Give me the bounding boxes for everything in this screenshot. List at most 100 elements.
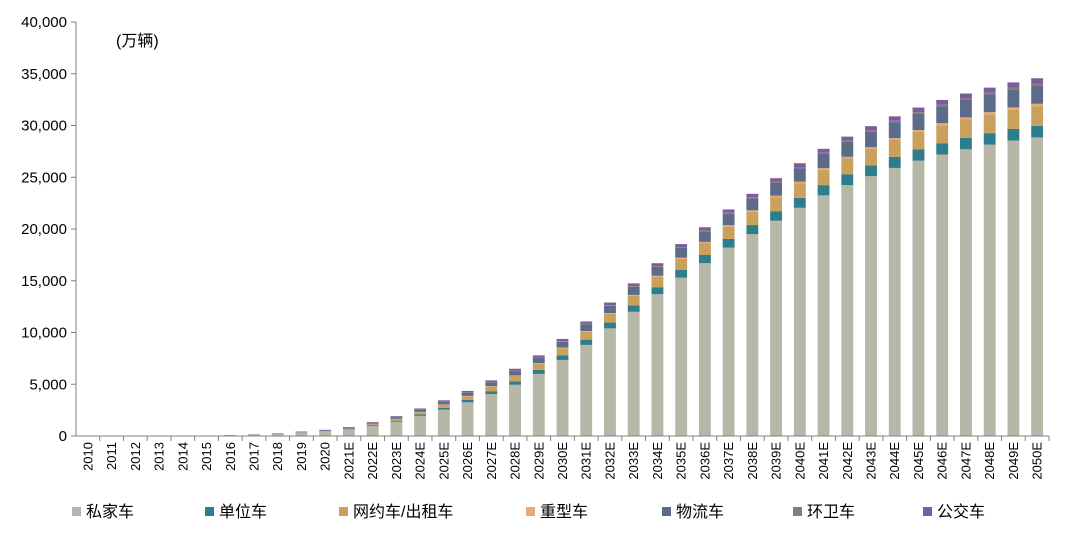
x-tick-label: 2015	[199, 442, 214, 471]
bar-segment-0-2031E	[580, 345, 592, 436]
bar-segment-5-2033E	[628, 286, 640, 287]
bar-segment-4-2041E	[818, 154, 830, 168]
bar-segment-6-2050E	[1031, 78, 1043, 83]
bar-segment-3-2048E	[984, 112, 996, 114]
bar-segment-6-2044E	[889, 116, 901, 120]
x-tick-label: 2050E	[1030, 442, 1045, 480]
bar-segment-4-2025E	[438, 402, 450, 404]
bar-segment-4-2032E	[604, 306, 616, 313]
bar-segment-3-2045E	[913, 130, 925, 132]
bar-segment-4-2033E	[628, 287, 640, 295]
bar-segment-2-2031E	[580, 332, 592, 340]
bar-segment-0-2040E	[794, 208, 806, 436]
legend-label-0: 私家车	[86, 503, 134, 521]
bar-segment-2-2041E	[818, 170, 830, 185]
x-tick-label: 2013	[152, 442, 167, 471]
bar-segment-4-2022E	[367, 423, 379, 424]
bar-segment-0-2026E	[462, 402, 474, 436]
bar-segment-6-2020	[319, 430, 331, 431]
bar-segment-4-2048E	[984, 94, 996, 112]
legend-swatch-4	[662, 507, 671, 516]
x-tick-label: 2012	[128, 442, 143, 471]
bar-segment-1-2026E	[462, 400, 474, 402]
bar-segment-4-2034E	[651, 267, 663, 276]
bar-segment-2-2036E	[699, 243, 711, 255]
bar-segment-6-2040E	[794, 163, 806, 167]
bar-segment-2-2038E	[746, 212, 758, 225]
bar-segment-0-2034E	[651, 294, 663, 436]
bar-segment-4-2027E	[485, 383, 497, 387]
legend-swatch-0	[72, 507, 81, 516]
bar-segment-6-2036E	[699, 227, 711, 230]
bar-segment-6-2037E	[723, 209, 735, 212]
x-tick-label: 2024E	[413, 442, 428, 480]
bar-segment-3-2030E	[557, 348, 569, 349]
legend-label-6: 公交车	[937, 503, 985, 521]
bar-segment-6-2047E	[960, 94, 972, 99]
x-tick-label: 2011	[104, 442, 119, 470]
bar-segment-6-2028E	[509, 369, 521, 371]
legend-label-5: 环卫车	[807, 503, 855, 521]
bar-segment-4-2038E	[746, 198, 758, 210]
bar-segment-5-2047E	[960, 98, 972, 100]
legend-label-2: 网约车/出租车	[353, 503, 453, 521]
x-tick-label: 2031E	[579, 442, 594, 480]
bar-segment-4-2036E	[699, 231, 711, 242]
bar-segment-2-2029E	[533, 364, 545, 370]
bar-segment-5-2043E	[865, 130, 877, 131]
bar-segment-5-2029E	[533, 357, 545, 358]
bar-segment-5-2049E	[1007, 88, 1019, 90]
bar-segment-3-2028E	[509, 375, 521, 376]
x-tick-label: 2017	[246, 442, 261, 471]
bar-segment-1-2034E	[651, 287, 663, 294]
unit-label: (万辆)	[116, 32, 159, 50]
bar-segment-0-2044E	[889, 168, 901, 436]
bar-segment-2-2047E	[960, 120, 972, 138]
bar-segment-0-2049E	[1007, 141, 1019, 436]
bar-segment-6-2049E	[1007, 82, 1019, 87]
bar-segment-6-2030E	[557, 339, 569, 341]
bar-segment-5-2044E	[889, 121, 901, 122]
bar-segment-2-2028E	[509, 376, 521, 381]
bar-segment-4-2023E	[390, 417, 402, 418]
bar-segment-2-2043E	[865, 149, 877, 165]
bar-segment-2-2042E	[841, 159, 853, 175]
bar-segment-1-2039E	[770, 211, 782, 221]
bar-segment-1-2046E	[936, 143, 948, 154]
bar-segment-4-2028E	[509, 371, 521, 375]
bar-segment-6-2035E	[675, 244, 687, 247]
bar-segment-5-2050E	[1031, 84, 1043, 86]
x-tick-label: 2042E	[840, 442, 855, 480]
legend-swatch-1	[205, 507, 214, 516]
bar-segment-3-2034E	[651, 276, 663, 277]
bar-segment-6-2048E	[984, 88, 996, 93]
bar-segment-0-2033E	[628, 312, 640, 436]
bar-segment-0-2045E	[913, 161, 925, 436]
bar-segment-3-2050E	[1031, 104, 1043, 106]
bar-segment-4-2037E	[723, 214, 735, 225]
bar-segment-5-2038E	[746, 197, 758, 198]
bar-segment-5-2034E	[651, 266, 663, 267]
bar-segment-0-2047E	[960, 149, 972, 436]
x-tick-label: 2026E	[460, 442, 475, 480]
bar-segment-0-2046E	[936, 154, 948, 436]
bar-segment-5-2031E	[580, 324, 592, 325]
bar-segment-2-2027E	[485, 387, 497, 392]
x-tick-label: 2032E	[602, 442, 617, 480]
bar-segment-5-2048E	[984, 93, 996, 95]
bar-segment-1-2047E	[960, 138, 972, 149]
y-tick-label: 25,000	[21, 169, 67, 186]
bar-segment-0-2032E	[604, 328, 616, 436]
bar-segment-1-2040E	[794, 198, 806, 208]
x-tick-label: 2040E	[792, 442, 807, 480]
bar-segment-4-2047E	[960, 100, 972, 117]
bar-segment-0-2029E	[533, 374, 545, 436]
bar-segment-1-2044E	[889, 157, 901, 168]
bar-segment-3-2029E	[533, 363, 545, 364]
x-tick-label: 2021E	[341, 442, 356, 480]
bar-segment-3-2038E	[746, 210, 758, 211]
bar-segment-1-2050E	[1031, 126, 1043, 138]
bar-segment-4-2030E	[557, 342, 569, 348]
bar-segment-6-2021E	[343, 427, 355, 428]
